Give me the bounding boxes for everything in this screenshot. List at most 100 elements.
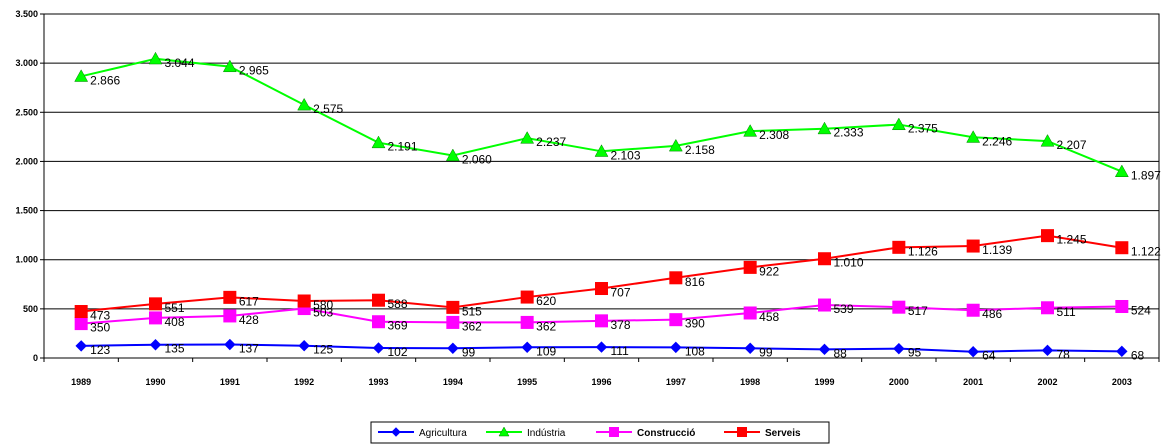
data-label: 369 <box>388 319 408 333</box>
x-tick-label: 2000 <box>889 377 909 387</box>
x-tick-label: 1989 <box>71 377 91 387</box>
data-label: 123 <box>90 343 110 357</box>
square-marker <box>669 271 682 284</box>
data-label: 111 <box>611 344 630 358</box>
square-marker <box>669 313 682 326</box>
x-tick-label: 1995 <box>517 377 537 387</box>
square-marker <box>737 427 747 437</box>
square-marker <box>967 240 980 253</box>
data-label: 2.237 <box>536 135 566 149</box>
square-marker <box>298 294 311 307</box>
data-label: 135 <box>165 342 185 356</box>
data-label: 539 <box>834 302 854 316</box>
square-marker <box>149 311 162 324</box>
data-label: 2.965 <box>239 64 269 78</box>
data-label: 1.245 <box>1057 233 1087 247</box>
square-marker <box>818 252 831 265</box>
data-label: 2.866 <box>90 73 120 87</box>
data-label: 125 <box>313 343 333 357</box>
data-label: 64 <box>982 349 996 363</box>
y-axis-ticks: 0 500 1.000 1.500 2.000 2.500 3.000 3.500 <box>15 9 44 363</box>
data-label: 428 <box>239 313 259 327</box>
square-marker <box>595 282 608 295</box>
y-tick-label: 2.000 <box>15 156 38 166</box>
data-label: 580 <box>313 298 333 312</box>
data-label: 458 <box>759 310 779 324</box>
data-label: 620 <box>536 294 556 308</box>
data-label: 3.044 <box>165 56 195 70</box>
x-tick-label: 2003 <box>1112 377 1132 387</box>
data-label: 2.575 <box>313 102 343 116</box>
data-label: 78 <box>1057 347 1071 361</box>
data-label: 2.207 <box>1057 138 1087 152</box>
data-label: 2.333 <box>834 126 864 140</box>
square-marker <box>818 299 831 312</box>
legend: Agricultura Indústria Construcció Serveis <box>371 422 829 443</box>
data-label: 1.010 <box>834 256 864 270</box>
y-tick-label: 0 <box>33 353 38 363</box>
data-label: 511 <box>1057 305 1076 319</box>
data-label: 362 <box>536 319 556 333</box>
square-marker <box>892 241 905 254</box>
data-label: 2.060 <box>462 153 492 167</box>
legend-label: Serveis <box>765 428 801 439</box>
data-label: 350 <box>90 321 110 335</box>
x-tick-label: 1999 <box>814 377 834 387</box>
data-label: 108 <box>685 344 705 358</box>
data-label: 2.308 <box>759 128 789 142</box>
data-label: 408 <box>165 315 185 329</box>
y-tick-label: 2.500 <box>15 107 38 117</box>
data-label: 109 <box>536 344 556 358</box>
x-tick-label: 1990 <box>145 377 165 387</box>
square-marker <box>223 291 236 304</box>
data-label: 551 <box>165 301 185 315</box>
data-label: 473 <box>90 309 110 323</box>
data-label: 922 <box>759 264 779 278</box>
data-label: 102 <box>388 345 408 359</box>
square-marker <box>1115 241 1128 254</box>
y-tick-label: 1.500 <box>15 206 38 216</box>
data-label: 486 <box>982 307 1002 321</box>
data-label: 524 <box>1131 303 1151 317</box>
x-tick-label: 1993 <box>368 377 388 387</box>
x-tick-label: 1997 <box>666 377 686 387</box>
x-tick-label: 1996 <box>591 377 611 387</box>
x-tick-label: 1992 <box>294 377 314 387</box>
data-label: 2.246 <box>982 134 1012 148</box>
y-tick-label: 500 <box>23 304 38 314</box>
x-tick-label: 1991 <box>220 377 240 387</box>
data-label: 707 <box>611 286 631 300</box>
square-marker <box>892 301 905 314</box>
y-tick-label: 3.500 <box>15 9 38 19</box>
square-marker <box>75 317 88 330</box>
data-label: 1.122 <box>1131 245 1161 259</box>
data-label: 2.158 <box>685 143 715 157</box>
square-marker <box>1115 300 1128 313</box>
data-label: 99 <box>462 345 476 359</box>
square-marker <box>75 305 88 318</box>
data-label: 617 <box>239 294 259 308</box>
square-marker <box>1041 229 1054 242</box>
data-label: 816 <box>685 275 705 289</box>
square-marker <box>1041 301 1054 314</box>
square-marker <box>967 304 980 317</box>
x-tick-label: 1998 <box>740 377 760 387</box>
legend-label: Indústria <box>527 428 566 439</box>
square-marker <box>372 294 385 307</box>
data-label: 362 <box>462 319 482 333</box>
data-label: 515 <box>462 304 482 318</box>
y-tick-label: 1.000 <box>15 255 38 265</box>
x-tick-label: 2002 <box>1037 377 1057 387</box>
square-marker <box>521 316 534 329</box>
square-marker <box>744 261 757 274</box>
data-label: 95 <box>908 346 922 360</box>
data-label: 2.103 <box>611 148 641 162</box>
square-marker <box>223 309 236 322</box>
data-label: 99 <box>759 345 773 359</box>
x-tick-label: 2001 <box>963 377 983 387</box>
y-tick-label: 3.000 <box>15 58 38 68</box>
data-label: 1.139 <box>982 243 1012 257</box>
legend-label: Construcció <box>637 428 695 439</box>
square-marker <box>609 427 619 437</box>
